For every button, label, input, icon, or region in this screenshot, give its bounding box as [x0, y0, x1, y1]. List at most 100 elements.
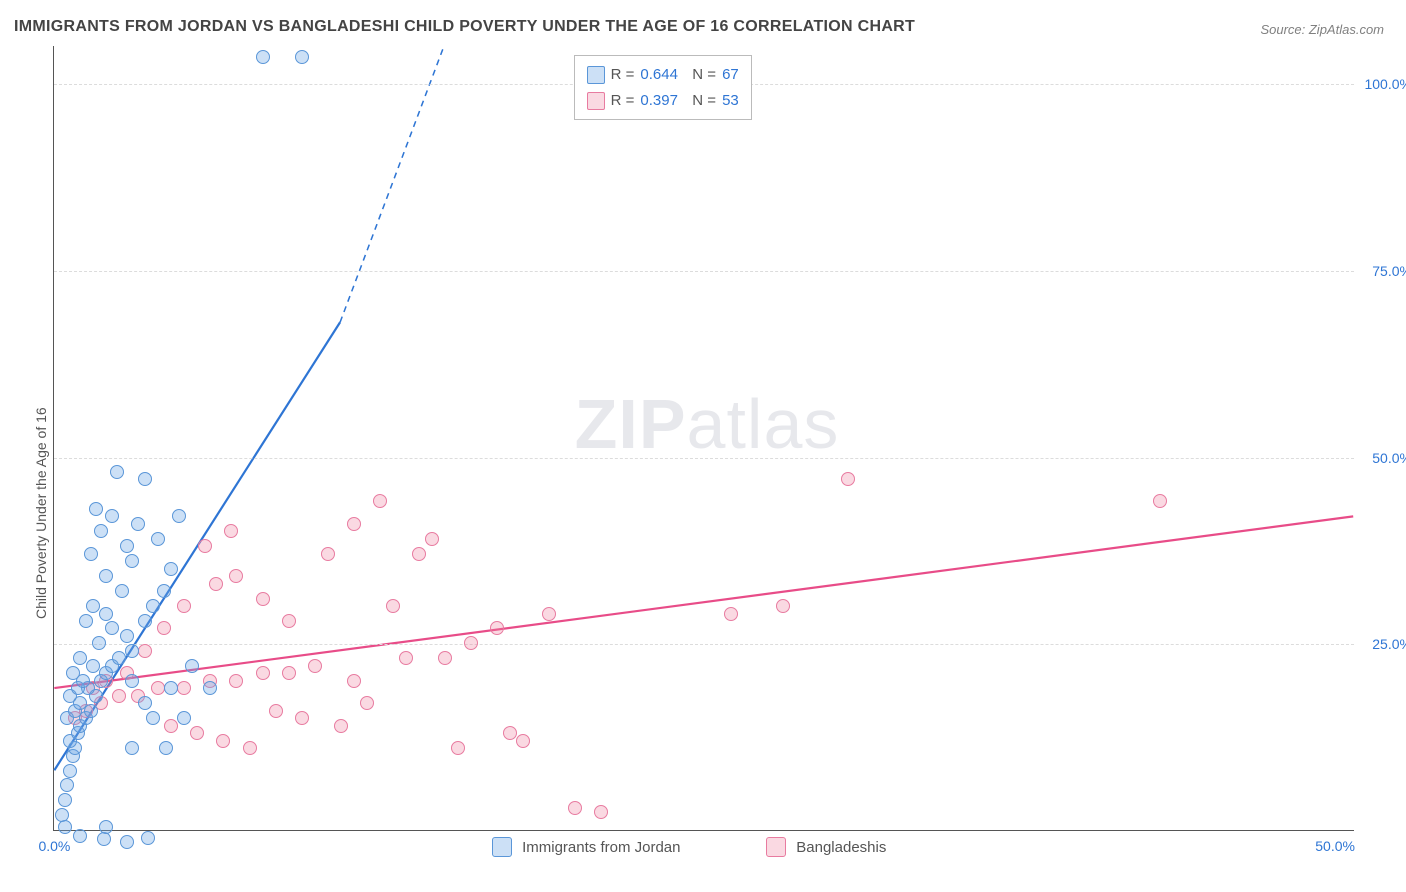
data-point [89, 502, 103, 516]
y-tick-label: 50.0% [1372, 450, 1406, 466]
data-point [141, 831, 155, 845]
y-axis-label: Child Poverty Under the Age of 16 [33, 408, 49, 620]
data-point [120, 539, 134, 553]
legend-label: Bangladeshis [796, 839, 886, 856]
data-point [151, 681, 165, 695]
data-point [58, 820, 72, 834]
data-point [256, 592, 270, 606]
data-point [138, 614, 152, 628]
data-point [157, 621, 171, 635]
data-point [282, 666, 296, 680]
data-point [229, 569, 243, 583]
data-point [146, 711, 160, 725]
data-point [347, 517, 361, 531]
data-point [1153, 494, 1167, 508]
data-point [120, 629, 134, 643]
data-point [97, 832, 111, 846]
data-point [58, 793, 72, 807]
gridline [54, 644, 1354, 645]
x-tick-label: 0.0% [38, 838, 70, 854]
data-point [490, 621, 504, 635]
data-point [164, 681, 178, 695]
stat-label: N = [684, 62, 716, 88]
data-point [138, 472, 152, 486]
data-point [125, 674, 139, 688]
data-point [321, 547, 335, 561]
data-point [84, 547, 98, 561]
legend-swatch [492, 837, 512, 857]
data-point [151, 532, 165, 546]
data-point [438, 651, 452, 665]
data-point [112, 689, 126, 703]
data-point [568, 801, 582, 815]
data-point [92, 636, 106, 650]
data-point [79, 614, 93, 628]
stat-label: R = [611, 62, 635, 88]
legend-swatch [587, 92, 605, 110]
stats-row: R = 0.644 N = 67 [587, 62, 739, 88]
data-point [73, 651, 87, 665]
data-point [198, 539, 212, 553]
data-point [138, 644, 152, 658]
data-point [99, 569, 113, 583]
data-point [177, 711, 191, 725]
data-point [146, 599, 160, 613]
y-tick-label: 100.0% [1364, 76, 1406, 92]
data-point [269, 704, 283, 718]
stats-row: R = 0.397 N = 53 [587, 88, 739, 114]
y-tick-label: 25.0% [1372, 636, 1406, 652]
data-point [594, 805, 608, 819]
data-point [110, 465, 124, 479]
data-point [120, 835, 134, 849]
data-point [99, 820, 113, 834]
data-point [86, 659, 100, 673]
data-point [295, 711, 309, 725]
data-point [185, 659, 199, 673]
series-legend-item: Bangladeshis [766, 837, 886, 857]
data-point [86, 599, 100, 613]
trend-lines-svg [54, 46, 1354, 830]
data-point [63, 764, 77, 778]
data-point [115, 584, 129, 598]
scatter-plot-area: ZIPatlas 25.0%50.0%75.0%100.0%0.0%50.0% [53, 46, 1354, 831]
data-point [105, 509, 119, 523]
data-point [451, 741, 465, 755]
data-point [516, 734, 530, 748]
data-point [503, 726, 517, 740]
chart-title: IMMIGRANTS FROM JORDAN VS BANGLADESHI CH… [14, 18, 915, 36]
stat-label: R = [611, 88, 635, 114]
data-point [105, 621, 119, 635]
data-point [360, 696, 374, 710]
data-point [99, 607, 113, 621]
data-point [190, 726, 204, 740]
y-tick-label: 75.0% [1372, 263, 1406, 279]
data-point [209, 577, 223, 591]
data-point [172, 509, 186, 523]
data-point [177, 599, 191, 613]
data-point [386, 599, 400, 613]
data-point [295, 50, 309, 64]
series-legend-item: Immigrants from Jordan [492, 837, 680, 857]
data-point [138, 696, 152, 710]
gridline [54, 271, 1354, 272]
x-tick-label: 50.0% [1315, 838, 1355, 854]
source-attribution: Source: ZipAtlas.com [1260, 22, 1384, 37]
legend-swatch [766, 837, 786, 857]
data-point [159, 741, 173, 755]
data-point [157, 584, 171, 598]
data-point [177, 681, 191, 695]
data-point [243, 741, 257, 755]
data-point [125, 644, 139, 658]
legend-swatch [587, 66, 605, 84]
stat-N: 67 [722, 62, 739, 88]
data-point [203, 681, 217, 695]
data-point [776, 599, 790, 613]
data-point [256, 666, 270, 680]
data-point [229, 674, 243, 688]
data-point [425, 532, 439, 546]
data-point [60, 778, 74, 792]
stat-N: 53 [722, 88, 739, 114]
data-point [412, 547, 426, 561]
data-point [94, 524, 108, 538]
data-point [282, 614, 296, 628]
